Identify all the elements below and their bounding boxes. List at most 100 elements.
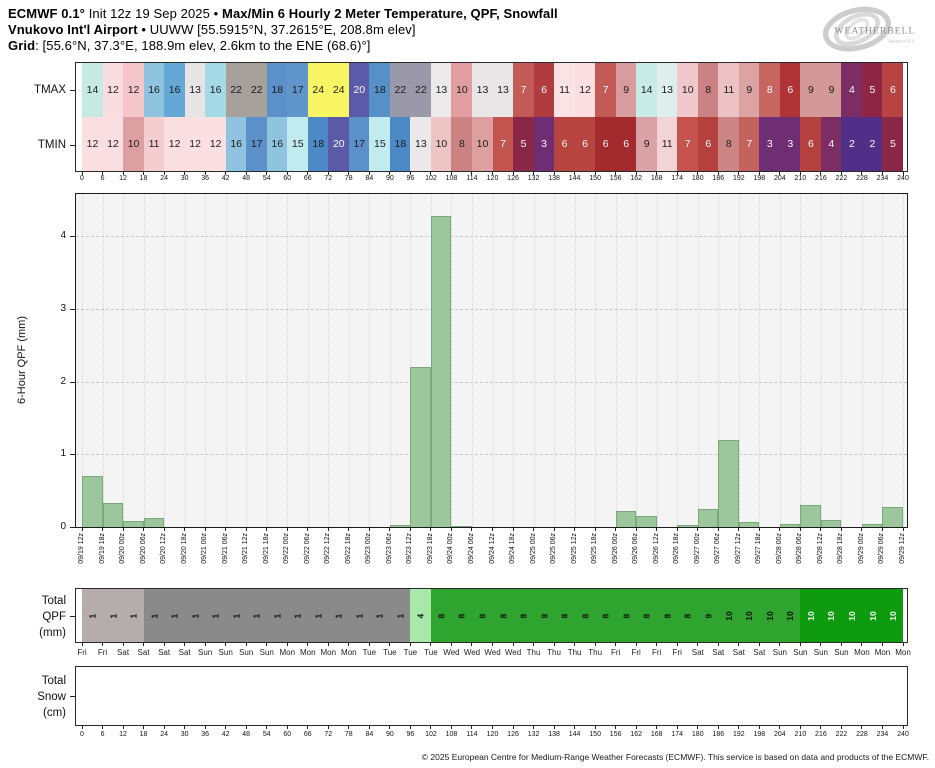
total-qpf-value: 8 <box>580 613 591 618</box>
axis-tick <box>902 528 904 531</box>
tmin-cell: 8 <box>451 117 473 171</box>
grid-line-vertical <box>615 194 617 527</box>
axis-tick <box>266 726 268 729</box>
time-axis-label: 09/20 00z <box>119 533 127 564</box>
tmax-cell: 14 <box>636 63 658 117</box>
day-axis-label: Mon <box>874 648 891 657</box>
qpf-bar <box>718 439 739 527</box>
total-qpf-value: 10 <box>805 610 816 621</box>
qpf-bar <box>451 525 472 527</box>
tmax-row-label: TMAX <box>34 84 66 96</box>
day-axis-label: Mon <box>320 648 337 657</box>
total-qpf-value: 1 <box>231 613 242 618</box>
axis-tick <box>163 726 165 729</box>
tmax-cell: 6 <box>882 63 904 117</box>
tmax-cell: 18 <box>369 63 391 117</box>
axis-tick <box>266 528 268 531</box>
total-qpf-cell: 1 <box>348 589 370 642</box>
tmin-cell: 13 <box>410 117 432 171</box>
tmin-cell: 15 <box>369 117 391 171</box>
grid-line-vertical <box>287 194 289 527</box>
grid-line-vertical <box>656 194 658 527</box>
qpf-y-axis-title: 6-Hour QPF (mm) <box>16 316 28 404</box>
grid-line-vertical <box>184 194 186 527</box>
tmin-cell: 6 <box>615 117 637 171</box>
day-axis-label: Mon <box>895 648 911 657</box>
total-qpf-value: 1 <box>251 613 262 618</box>
total-qpf-cell: 1 <box>287 589 309 642</box>
tmax-cell: 13 <box>430 63 452 117</box>
day-axis-label: Wed <box>463 648 481 657</box>
grid-line-vertical <box>471 194 473 527</box>
axis-tick <box>902 172 904 175</box>
hour-axis-label: 30 <box>180 175 189 182</box>
grid-line-vertical <box>820 194 822 527</box>
axis-tick <box>163 643 165 646</box>
grid-line-vertical <box>410 194 412 527</box>
axis-tick <box>758 172 760 175</box>
day-axis-label: Sat <box>732 648 745 657</box>
total-qpf-cell: 10 <box>738 589 760 642</box>
hour-axis-label: 174 <box>671 175 684 182</box>
total-qpf-value: 8 <box>621 613 632 618</box>
axis-tick <box>450 643 452 646</box>
time-axis-label: 09/28 12z <box>816 533 824 564</box>
tmax-cell: 22 <box>389 63 411 117</box>
hour-axis-label: 192 <box>732 175 745 182</box>
day-axis-label: Sat <box>117 648 130 657</box>
hour-axis-label: 210 <box>794 175 807 182</box>
total-qpf-cell: 10 <box>759 589 781 642</box>
time-axis-label: 09/29 00z <box>857 533 865 564</box>
axis-tick <box>717 643 719 646</box>
tmax-cell: 9 <box>738 63 760 117</box>
axis-tick <box>143 643 145 646</box>
total-qpf-value: 1 <box>354 613 365 618</box>
axis-tick <box>738 528 740 531</box>
axis-tick <box>348 528 350 531</box>
axis-tick <box>389 528 391 531</box>
day-axis-label: Thu <box>547 648 561 657</box>
tmax-cell: 13 <box>184 63 206 117</box>
axis-tick <box>163 172 165 175</box>
tmax-cell: 9 <box>615 63 637 117</box>
total-qpf-cell: 8 <box>533 589 555 642</box>
day-axis-label: Mon <box>341 648 357 657</box>
time-axis-label: 09/23 06z <box>385 533 393 564</box>
axis-tick <box>697 726 699 729</box>
axis-tick <box>574 643 576 646</box>
time-axis-label: 09/27 12z <box>734 533 742 564</box>
axis-tick <box>102 643 104 646</box>
total-qpf-cell: 1 <box>82 589 104 642</box>
axis-tick <box>122 528 124 531</box>
total-qpf-value: 4 <box>415 613 426 618</box>
total-qpf-cell: 8 <box>677 589 699 642</box>
grid-line-vertical <box>246 194 248 527</box>
total-qpf-value: 8 <box>641 613 652 618</box>
day-axis-label: Wed <box>443 648 460 657</box>
total-qpf-cell: 9 <box>697 589 719 642</box>
time-axis-label: 09/26 06z <box>632 533 640 564</box>
hour-axis-label: 132 <box>527 175 540 182</box>
day-axis-label: Thu <box>526 648 541 657</box>
tmin-cell: 18 <box>389 117 411 171</box>
axis-tick <box>656 643 658 646</box>
axis-tick <box>676 643 678 646</box>
time-axis-label: 09/23 18z <box>426 533 434 564</box>
hour-axis-label: 168 <box>650 175 663 182</box>
tmin-cell: 9 <box>636 117 658 171</box>
total-qpf-value: 10 <box>887 610 898 621</box>
axis-tick <box>881 528 883 531</box>
axis-tick <box>656 726 658 729</box>
hour-axis-label: 180 <box>691 175 704 182</box>
total-qpf-cell: 1 <box>266 589 288 642</box>
tmin-cell: 7 <box>738 117 760 171</box>
axis-tick <box>861 528 863 531</box>
axis-tick <box>902 726 904 729</box>
qpf-bar <box>102 503 124 527</box>
hour-axis-label: 180 <box>691 731 704 738</box>
total-qpf-value: 10 <box>785 610 796 621</box>
day-axis-label: Sun <box>218 648 233 657</box>
tmax-cell: 13 <box>471 63 493 117</box>
total-qpf-cell: 1 <box>205 589 227 642</box>
axis-tick <box>122 643 124 646</box>
